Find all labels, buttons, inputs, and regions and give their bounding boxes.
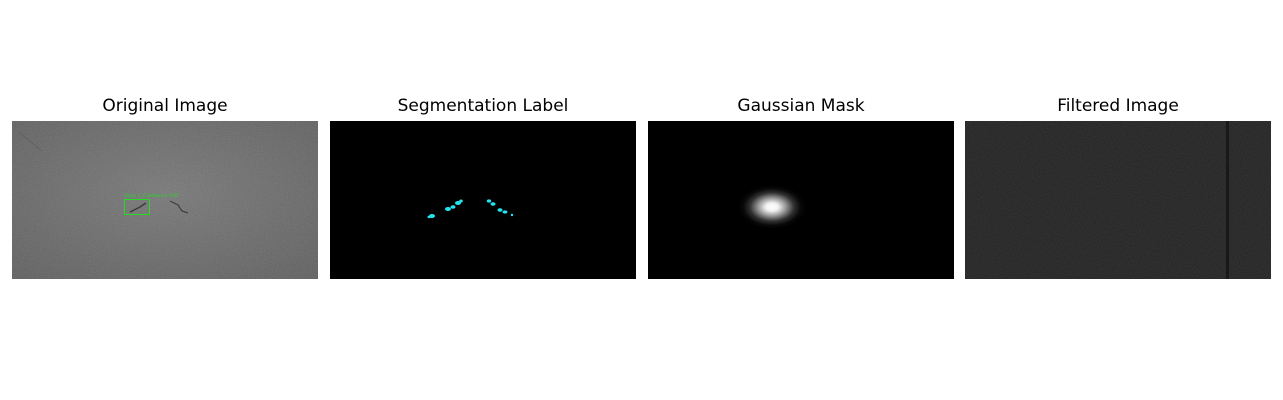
segmentation-image (330, 121, 636, 279)
segmentation-blobs (427, 199, 514, 219)
panel-title: Original Image (102, 96, 228, 116)
detection-label: Class: 1, Confidence: 0.87 (124, 193, 179, 198)
panel-title: Gaussian Mask (737, 96, 865, 116)
filtered-image (965, 121, 1271, 279)
panel-title: Filtered Image (1057, 96, 1179, 116)
panel-title: Segmentation Label (397, 96, 569, 116)
original-image: Class: 1, Confidence: 0.87 (12, 121, 318, 279)
gaussian-mask-image (648, 121, 954, 279)
gaussian-blob (738, 185, 806, 229)
detection-box (124, 199, 150, 215)
